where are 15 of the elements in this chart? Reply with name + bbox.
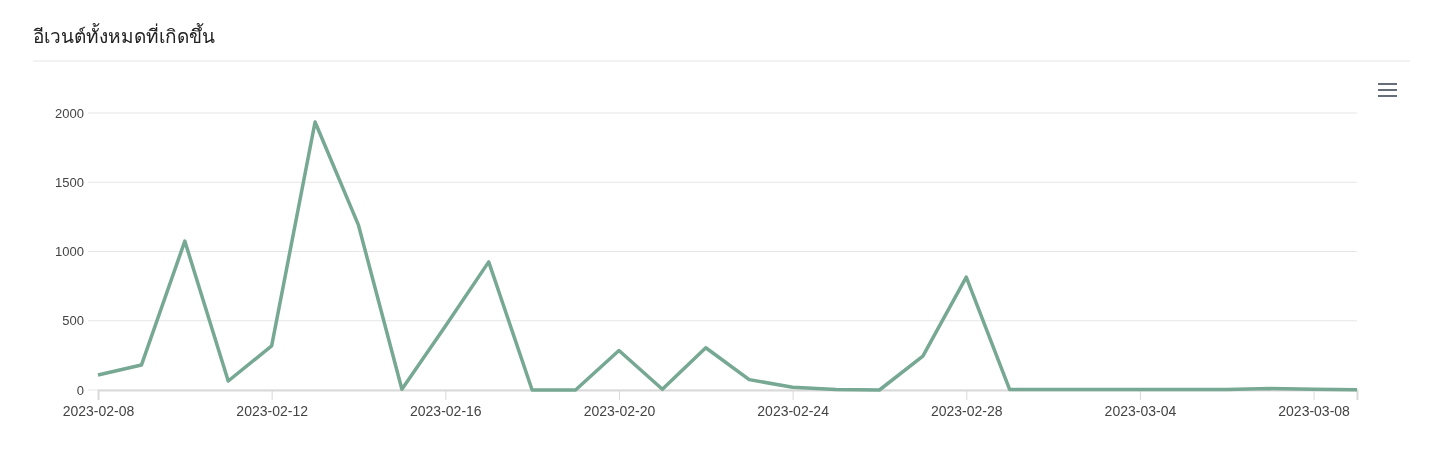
x-tick-label: 2023-02-12 bbox=[236, 402, 309, 419]
y-tick-label: 0 bbox=[76, 382, 84, 398]
y-tick-label: 1000 bbox=[55, 244, 84, 260]
x-tick-label: 2023-03-08 bbox=[1278, 402, 1351, 419]
y-tick-label: 2000 bbox=[55, 105, 84, 121]
chart-title: อีเวนต์ทั้งหมดที่เกิดขึ้น bbox=[33, 23, 215, 47]
x-tick-label: 2023-02-28 bbox=[930, 402, 1003, 419]
line-series bbox=[96, 120, 1359, 392]
x-tick-label: 2023-02-24 bbox=[757, 402, 830, 419]
y-tick-label: 1500 bbox=[55, 174, 84, 190]
x-tick-label: 2023-03-04 bbox=[1104, 402, 1177, 419]
y-tick-label: 500 bbox=[62, 313, 84, 329]
x-tick-label: 2023-02-08 bbox=[62, 402, 135, 419]
x-tick-label: 2023-02-16 bbox=[410, 402, 482, 419]
x-tick-label: 2023-02-20 bbox=[583, 402, 656, 419]
